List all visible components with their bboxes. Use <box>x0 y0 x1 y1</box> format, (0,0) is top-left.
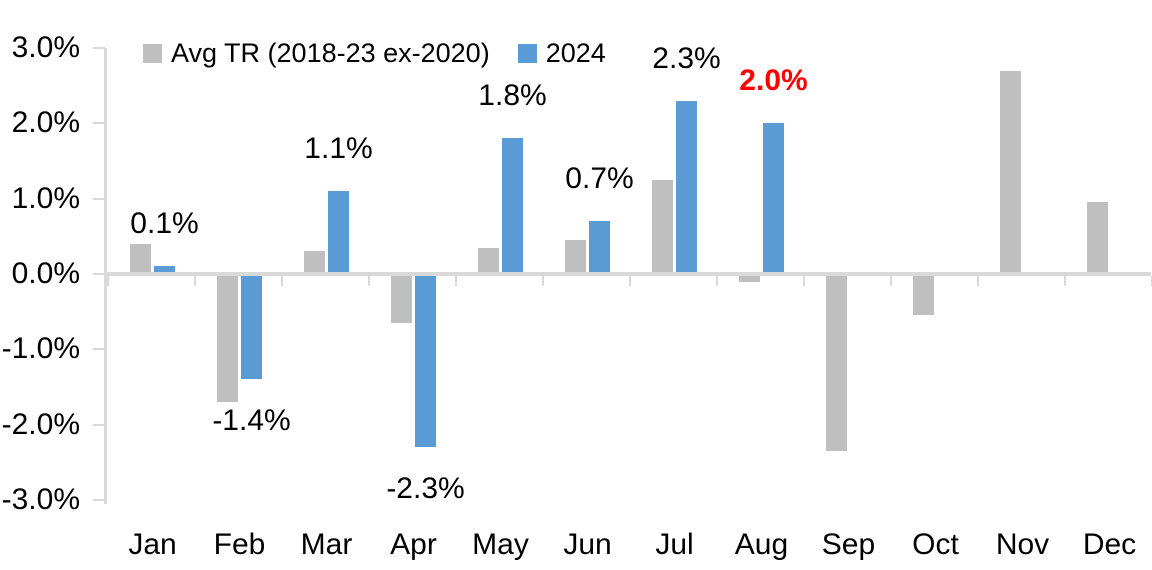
x-axis-label-may: May <box>472 528 529 561</box>
y-axis-label-2.0%: 2.0% <box>11 106 80 140</box>
legend-label-2024: 2024 <box>545 38 606 68</box>
y-axis-label-1.0%: 1.0% <box>11 181 80 215</box>
y-axis-tick <box>93 47 105 49</box>
y-axis-label--1.0%: -1.0% <box>1 332 80 366</box>
x-axis-tick <box>281 276 283 286</box>
x-axis-tick <box>716 276 718 286</box>
data-label-feb: -1.4% <box>212 404 291 438</box>
data-label-jul: 2.3% <box>652 41 721 75</box>
bar-avg-jan <box>130 243 151 274</box>
data-label-mar: 1.1% <box>304 132 373 166</box>
x-axis-label-dec: Dec <box>1082 528 1137 561</box>
x-axis-tick <box>629 276 631 286</box>
data-label-aug: 2.0% <box>739 64 808 98</box>
x-axis-label-jun: Jun <box>563 528 612 561</box>
legend-item-avg-tr: Avg TR (2018-23 ex-2020) <box>143 36 490 70</box>
x-axis-tick <box>542 276 544 286</box>
x-axis-tick <box>977 276 979 286</box>
data-label-jan: 0.1% <box>130 207 199 241</box>
bar-2024-apr <box>415 274 436 448</box>
x-axis-tick <box>194 276 196 286</box>
x-axis-tick <box>107 276 109 286</box>
x-axis-label-apr: Apr <box>390 528 437 561</box>
x-axis-tick <box>803 276 805 286</box>
x-axis-tick <box>368 276 370 286</box>
legend-swatch-avg-tr <box>143 43 162 63</box>
x-axis-label-nov: Nov <box>995 528 1050 561</box>
bar-avg-sep <box>826 274 847 452</box>
y-axis-tick <box>93 272 105 275</box>
y-axis-label-3.0%: 3.0% <box>11 31 80 64</box>
x-axis-label-mar: Mar <box>300 528 353 561</box>
bar-2024-feb <box>241 274 262 380</box>
bar-avg-oct <box>913 274 934 316</box>
legend-label-avg-tr: Avg TR (2018-23 ex-2020) <box>171 38 490 68</box>
x-axis-tick <box>1064 276 1066 286</box>
bar-2024-jan <box>154 266 175 274</box>
y-axis-tick <box>93 197 105 200</box>
legend: Avg TR (2018-23 ex-2020) 2024 <box>143 36 606 70</box>
x-axis-label-sep: Sep <box>821 528 876 561</box>
x-axis-label-feb: Feb <box>213 528 266 561</box>
bar-2024-may <box>502 138 523 274</box>
data-label-may: 1.8% <box>478 79 547 113</box>
x-axis-label-oct: Oct <box>912 528 959 561</box>
x-axis-label-aug: Aug <box>734 528 789 561</box>
bar-avg-aug <box>739 274 760 282</box>
legend-item-2024: 2024 <box>517 36 606 70</box>
y-axis-tick <box>93 122 105 125</box>
x-axis-line <box>104 272 1151 276</box>
legend-swatch-2024 <box>517 43 537 63</box>
bar-avg-mar <box>304 251 325 274</box>
bar-avg-feb <box>217 274 238 403</box>
bar-avg-nov <box>1000 70 1021 274</box>
x-axis-tick <box>455 276 457 286</box>
bar-2024-aug <box>763 123 784 274</box>
y-axis-tick <box>93 498 105 501</box>
x-axis-label-jul: Jul <box>655 528 694 561</box>
y-axis-label--2.0%: -2.0% <box>1 407 80 441</box>
bar-avg-may <box>478 247 499 274</box>
bar-2024-jul <box>676 100 697 274</box>
bar-avg-apr <box>391 274 412 323</box>
bar-avg-jul <box>652 179 673 274</box>
y-axis-tick <box>93 423 105 426</box>
bar-avg-dec <box>1087 202 1108 274</box>
bar-avg-jun <box>565 240 586 274</box>
bar-2024-mar <box>328 191 349 274</box>
y-axis-label-0.0%: 0.0% <box>11 256 80 290</box>
bar-2024-jun <box>589 221 610 274</box>
y-axis-label--3.0%: -3.0% <box>1 482 80 516</box>
y-axis-tick <box>93 348 105 351</box>
data-label-jun: 0.7% <box>565 162 634 196</box>
x-axis-label-jan: Jan <box>128 528 177 561</box>
data-label-apr: -2.3% <box>386 472 465 506</box>
x-axis-tick <box>890 276 892 286</box>
